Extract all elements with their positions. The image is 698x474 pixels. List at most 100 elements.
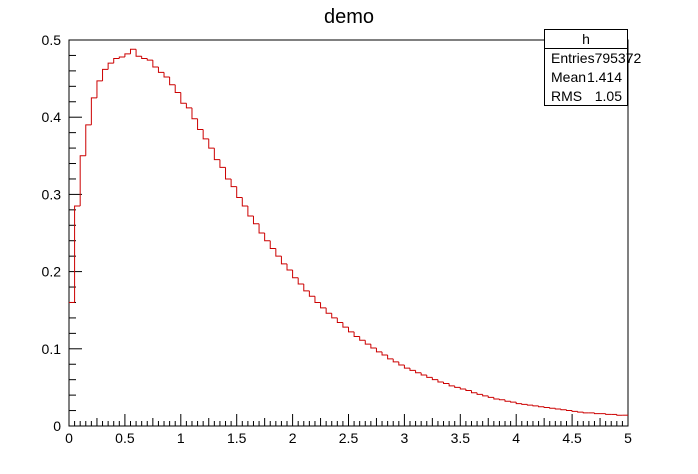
histogram-bin — [85, 124, 92, 156]
histogram-bin — [616, 414, 623, 416]
x-tick-label: 5 — [624, 430, 632, 446]
histogram-bin — [403, 365, 410, 369]
x-tick-label: 1.5 — [227, 430, 247, 446]
y-tick-label: 0.4 — [42, 109, 62, 125]
histogram-bin — [74, 205, 81, 303]
y-tick-label: 0.3 — [42, 186, 62, 202]
histogram-bin — [331, 313, 338, 319]
histogram-bin — [582, 412, 589, 414]
histogram-bin — [387, 354, 394, 360]
histogram-bin — [398, 361, 405, 366]
histogram-bin — [431, 377, 438, 381]
histogram-bin — [113, 58, 120, 64]
histogram-bin — [487, 395, 494, 398]
histogram-bin — [470, 390, 478, 394]
histogram-bin — [247, 205, 254, 217]
histogram-bin — [482, 394, 489, 397]
stats-mean-label: Mean — [551, 69, 587, 85]
histogram-bin — [314, 296, 321, 303]
chart-title: demo — [323, 6, 375, 28]
histogram-bin — [163, 72, 170, 78]
x-tick-label: 3 — [401, 430, 409, 446]
histogram-bin — [437, 379, 444, 383]
histogram-bin — [409, 368, 416, 371]
x-tick-label: 4.5 — [562, 430, 582, 446]
histogram-bin — [191, 107, 198, 120]
histogram-bin — [532, 405, 539, 407]
histogram-bin — [375, 348, 383, 353]
histogram-bin — [353, 331, 360, 337]
histogram-bin — [459, 387, 466, 390]
histogram-bin — [297, 277, 304, 285]
y-tick-label: 0.1 — [42, 341, 62, 357]
histogram-bin — [129, 48, 137, 54]
histogram-bin — [426, 375, 433, 378]
histogram-series — [69, 48, 628, 416]
histogram-bin — [241, 197, 248, 207]
histogram-bin — [107, 62, 114, 70]
x-tick-label: 0 — [65, 430, 73, 446]
histogram-bin — [549, 407, 556, 409]
histogram-bin — [286, 263, 293, 271]
histogram-bin — [185, 103, 192, 109]
histogram-bin — [303, 283, 310, 292]
histogram-bin — [415, 370, 422, 374]
histogram-bin — [230, 178, 237, 188]
histogram-bin — [370, 344, 377, 349]
x-tick-label: 2.5 — [339, 430, 359, 446]
histogram-bin — [197, 118, 204, 131]
x-tick-label: 4 — [512, 430, 520, 446]
histogram-bin — [605, 413, 612, 415]
histogram-bin — [180, 92, 187, 104]
histogram-bin — [118, 56, 125, 59]
y-tick-label: 0.5 — [42, 32, 62, 48]
histogram-bin — [560, 409, 567, 411]
stats-row-rms: RMS 1.05 — [545, 87, 627, 106]
histogram-bin — [252, 216, 260, 225]
histogram-bin — [510, 401, 517, 403]
histogram-bin — [236, 186, 243, 198]
histogram-bin — [225, 167, 232, 180]
histogram-bin — [448, 383, 455, 387]
histogram-bin — [320, 302, 327, 309]
histogram-bin — [219, 159, 226, 168]
histogram-bin — [504, 399, 511, 402]
histogram-bin — [152, 60, 159, 68]
histogram-bin — [146, 58, 153, 61]
histogram-bin — [392, 358, 399, 363]
x-tick-label: 1 — [177, 430, 185, 446]
histogram-bin — [96, 80, 103, 98]
histogram-bin — [342, 322, 349, 328]
histogram-bin — [174, 84, 181, 93]
stats-row-mean: Mean 1.414 — [545, 68, 627, 87]
y-tick-label: 0 — [53, 418, 61, 434]
stats-rms-label: RMS — [551, 88, 583, 104]
stats-entries-label: Entries — [551, 50, 595, 66]
stats-box: h Entries 795372 Mean 1.414 RMS 1.05 — [544, 29, 641, 106]
histogram-bin — [420, 372, 427, 376]
x-tick-label: 0.5 — [115, 430, 135, 446]
histogram-bin — [135, 49, 142, 57]
histogram-bin — [571, 410, 578, 412]
histogram-bin — [443, 381, 450, 385]
stats-histogram-name: h — [545, 30, 627, 49]
histogram-bin — [269, 240, 276, 249]
stats-row-entries: Entries 795372 — [545, 49, 641, 68]
x-axis: 0 0.5 1 1.5 2 2.5 3 3.5 4 4.5 5 — [65, 414, 632, 446]
histogram-bin — [348, 327, 355, 333]
histogram-bin — [543, 406, 550, 408]
histogram-bin — [141, 56, 148, 60]
histogram-bin — [258, 223, 265, 234]
histogram-bin — [308, 290, 315, 297]
histogram-bin — [280, 256, 288, 265]
histogram-bin — [124, 53, 131, 57]
histogram-bin — [292, 270, 299, 279]
histogram-bin — [208, 138, 215, 149]
stats-mean-value: 1.414 — [586, 69, 622, 85]
histogram-bin — [476, 392, 483, 395]
histogram-bin — [381, 351, 388, 356]
stats-rms-value: 1.05 — [594, 88, 622, 104]
x-tick-label: 3.5 — [451, 430, 471, 446]
histogram-bin — [202, 129, 209, 140]
